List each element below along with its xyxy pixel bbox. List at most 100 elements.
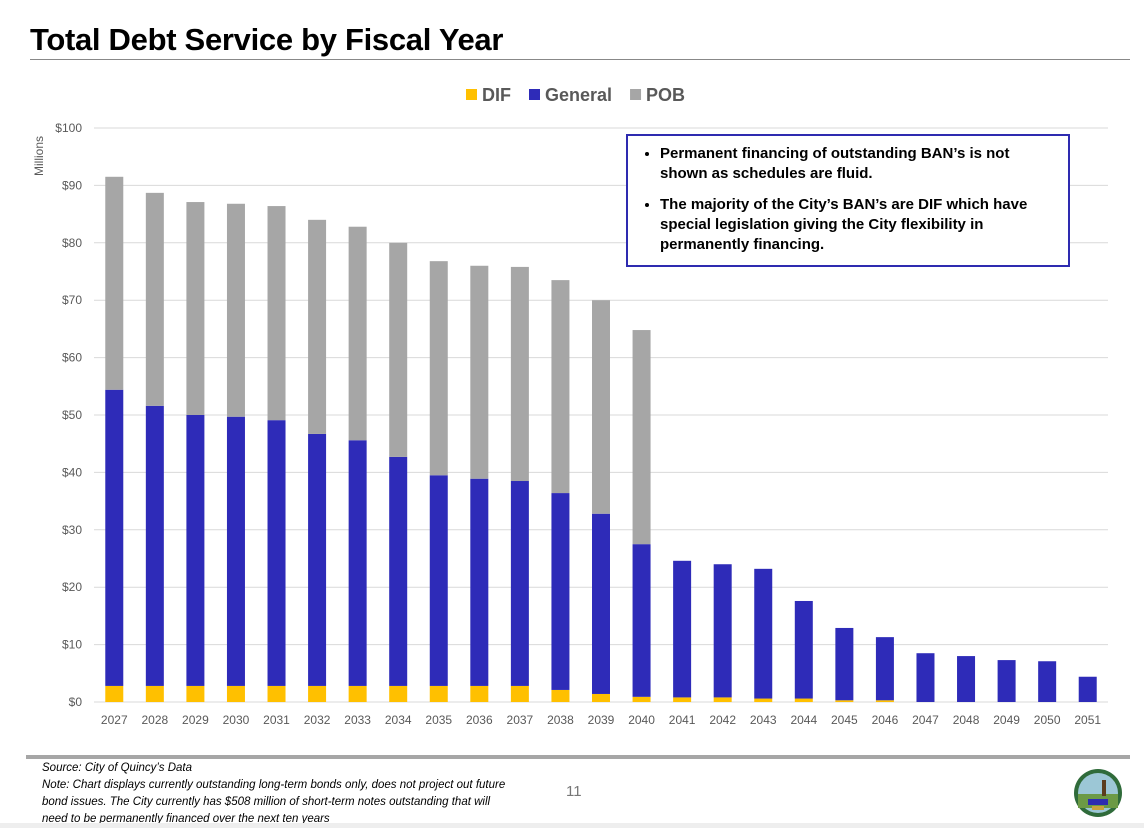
legend-label-dif: DIF (482, 85, 511, 105)
legend-label-pob: POB (646, 85, 685, 105)
x-axis-ticks: 2027 2028 2029 2030 2031 2032 2033 2034 2035 2036… (101, 713, 1101, 727)
bar-pob-2038 (551, 280, 570, 494)
bar-general-2038 (551, 493, 570, 690)
bar-general-2041 (673, 560, 692, 698)
bar-general-2049 (997, 660, 1016, 702)
bar-general-2030 (226, 416, 245, 686)
x-tick-label: 2050 (1034, 713, 1061, 727)
bar-general-2037 (510, 481, 529, 686)
city-seal-logo (1074, 769, 1122, 817)
x-tick-label: 2028 (141, 713, 168, 727)
bar-general-2036 (470, 478, 489, 686)
x-tick-label: 2046 (872, 713, 899, 727)
note-text: Note: Chart displays currently outstandi… (42, 779, 506, 791)
x-tick-label: 2036 (466, 713, 493, 727)
annotation-bullet: The majority of the City’s BAN’s are DIF… (660, 195, 1058, 255)
x-tick-label: 2049 (993, 713, 1020, 727)
x-tick-label: 2031 (263, 713, 290, 727)
bar-general-2047 (916, 653, 935, 702)
bar-general-2028 (145, 405, 164, 686)
bar-pob-2039 (592, 300, 610, 514)
bar-general-2039 (592, 513, 610, 694)
bar-general-2043 (754, 568, 773, 699)
bottom-band (0, 823, 1144, 828)
bar-general-2027 (105, 389, 124, 686)
y-tick-label: $80 (62, 236, 82, 250)
page-number: 11 (566, 783, 582, 800)
bar-pob-2031 (267, 206, 286, 421)
y-tick-label: $60 (62, 351, 82, 365)
y-tick-label: $100 (55, 121, 82, 135)
legend-swatch-dif (466, 89, 477, 100)
x-tick-label: 2045 (831, 713, 858, 727)
bar-pob-2030 (226, 203, 245, 417)
x-tick-label: 2048 (953, 713, 980, 727)
y-axis-label: Millions (32, 136, 46, 176)
bar-dif-2031 (267, 685, 286, 702)
legend-swatch-pob (630, 89, 642, 100)
bar-dif-2035 (429, 685, 448, 702)
bar-general-2045 (835, 627, 854, 701)
x-tick-label: 2032 (304, 713, 331, 727)
bar-dif-2038 (551, 689, 570, 702)
footer-notes: Source: City of Quincy’s Data Note: Char… (42, 760, 572, 828)
page-title: Total Debt Service by Fiscal Year (30, 22, 504, 57)
bar-general-2048 (957, 656, 976, 702)
source-text: Source: City of Quincy’s Data (42, 762, 192, 774)
x-tick-label: 2034 (385, 713, 412, 727)
bar-dif-2034 (389, 685, 408, 702)
bar-dif-2037 (510, 685, 529, 702)
bar-general-2051 (1078, 676, 1097, 702)
x-tick-label: 2029 (182, 713, 209, 727)
bar-dif-2029 (186, 685, 205, 702)
bar-pob-2032 (308, 219, 327, 434)
x-tick-label: 2039 (588, 713, 615, 727)
x-tick-label: 2042 (709, 713, 736, 727)
x-tick-label: 2043 (750, 713, 777, 727)
x-tick-label: 2041 (669, 713, 696, 727)
bar-dif-2043 (754, 698, 773, 702)
x-tick-label: 2038 (547, 713, 574, 727)
bar-dif-2028 (145, 685, 164, 702)
annotation-box: Permanent financing of outstanding BAN’s… (626, 134, 1070, 267)
bar-general-2040 (632, 544, 651, 697)
legend: DIF General POB (466, 85, 685, 105)
legend-label-general: General (545, 85, 612, 105)
y-tick-label: $0 (69, 695, 83, 709)
bar-dif-2033 (348, 685, 367, 702)
bar-pob-2034 (389, 242, 408, 457)
bar-general-2033 (348, 440, 367, 686)
bar-general-2050 (1038, 661, 1057, 702)
x-tick-label: 2033 (344, 713, 371, 727)
bar-dif-2032 (308, 685, 327, 702)
title-divider (30, 59, 1130, 60)
legend-swatch-general (529, 89, 540, 100)
bar-dif-2046 (875, 700, 894, 702)
x-tick-label: 2044 (790, 713, 817, 727)
bar-dif-2042 (713, 697, 732, 702)
bar-general-2035 (429, 475, 448, 686)
bar-pob-2029 (186, 202, 205, 415)
bar-pob-2036 (470, 265, 489, 479)
bar-general-2031 (267, 420, 286, 686)
y-tick-label: $10 (62, 638, 82, 652)
bar-general-2034 (389, 456, 408, 686)
bar-general-2046 (875, 637, 894, 701)
bar-dif-2045 (835, 700, 854, 702)
bar-dif-2039 (592, 693, 610, 702)
note-text: bond issues. The City currently has $508… (42, 796, 491, 808)
x-tick-label: 2030 (223, 713, 250, 727)
bar-pob-2035 (429, 261, 448, 476)
bar-dif-2036 (470, 685, 489, 702)
y-tick-label: $20 (62, 580, 82, 594)
footer-divider (26, 755, 1130, 759)
bar-pob-2027 (105, 176, 124, 390)
gridlines (94, 127, 1108, 703)
y-tick-label: $50 (62, 408, 82, 422)
bar-dif-2030 (226, 685, 245, 702)
y-tick-label: $70 (62, 293, 82, 307)
y-tick-label: $30 (62, 523, 82, 537)
bars (105, 176, 1097, 702)
bar-dif-2044 (794, 698, 813, 702)
x-tick-label: 2037 (507, 713, 534, 727)
